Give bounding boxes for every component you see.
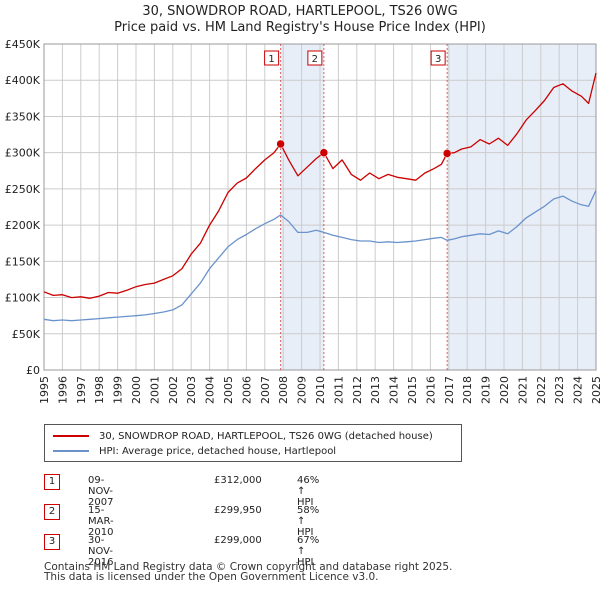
x-tick-label: 2023: [553, 376, 566, 404]
y-tick-label: £250K: [5, 183, 41, 196]
legend-item-property: 30, SNOWDROP ROAD, HARTLEPOOL, TS26 0WG …: [53, 429, 433, 443]
x-tick-label: 2010: [314, 376, 327, 404]
sale-price: £299,950: [214, 505, 262, 516]
y-tick-label: £50K: [12, 328, 41, 341]
x-tick-label: 2008: [277, 376, 290, 404]
x-tick-label: 2002: [167, 376, 180, 404]
x-tick-label: 2017: [443, 376, 456, 404]
sale-number-badge: 2: [44, 504, 60, 520]
x-tick-label: 1997: [75, 376, 88, 404]
legend-label-hpi: HPI: Average price, detached house, Hart…: [99, 445, 337, 457]
sale-hpi-change: 67% ↑ HPI: [297, 535, 320, 568]
x-tick-label: 2012: [351, 376, 364, 404]
sale-point: [442, 149, 452, 158]
sale-label-box: [264, 50, 280, 66]
x-tick-label: 2011: [332, 376, 345, 404]
footer: Contains HM Land Registry data © Crown c…: [44, 561, 453, 583]
sale-number-badge: 1: [44, 474, 60, 490]
x-tick-label: 2005: [222, 376, 235, 404]
y-tick-label: £200K: [5, 219, 41, 232]
x-tick-label: 2022: [535, 376, 548, 404]
sale-date: 15-MAR-2010: [88, 505, 114, 538]
sale-hpi-change: 58% ↑ HPI: [297, 505, 320, 538]
footer-copyright: Contains HM Land Registry data © Crown c…: [44, 561, 453, 573]
sale-label-box: [430, 50, 446, 66]
sale-price: £299,000: [214, 535, 262, 546]
sale-price: £312,000: [214, 475, 262, 486]
x-tick-label: 1998: [93, 376, 106, 404]
legend-item-hpi: HPI: Average price, detached house, Hart…: [53, 444, 336, 458]
legend: 30, SNOWDROP ROAD, HARTLEPOOL, TS26 0WG …: [44, 424, 462, 462]
x-tick-label: 2007: [259, 376, 272, 404]
series-line-hpi: [43, 190, 597, 322]
x-tick-label: 2009: [296, 376, 309, 404]
y-tick-label: £0: [26, 364, 40, 377]
plot-frame: [43, 43, 597, 371]
sale-label-text: 1: [268, 54, 274, 65]
shaded-period: [280, 44, 324, 370]
x-tick-label: 2021: [516, 376, 529, 404]
sale-label-box: [307, 50, 323, 66]
sale-hpi-change: 46% ↑ HPI: [297, 475, 320, 508]
legend-line-property: [53, 435, 89, 437]
x-tick-label: 2020: [498, 376, 511, 404]
price-chart: £0 £50K £100K £150K £200K £250K £300K £350K £400…: [5, 38, 600, 404]
sale-date: 09-NOV-2007: [88, 475, 114, 508]
chart-title-line2: Price paid vs. HM Land Registry's House …: [114, 20, 486, 35]
y-tick-label: £350K: [5, 110, 41, 123]
chart-title-line1: 30, SNOWDROP ROAD, HARTLEPOOL, TS26 0WG: [142, 4, 458, 19]
x-tick-label: 1999: [112, 376, 125, 404]
sale-date: 30-NOV-2016: [88, 535, 114, 568]
footer-licence: This data is licensed under the Open Gov…: [44, 571, 379, 583]
x-tick-label: 2013: [369, 376, 382, 404]
x-tick-label: 2016: [424, 376, 437, 404]
sale-point: [319, 148, 329, 157]
x-tick-label: 2006: [240, 376, 253, 404]
y-tick-label: £300K: [5, 147, 41, 160]
x-tick-label: 2014: [388, 376, 401, 404]
sale-point: [276, 139, 285, 149]
x-tick-label: 2000: [130, 376, 143, 404]
legend-label-property: 30, SNOWDROP ROAD, HARTLEPOOL, TS26 0WG …: [99, 430, 433, 442]
x-tick-label: 2004: [204, 376, 217, 404]
sale-label-text: 2: [312, 54, 318, 65]
x-tick-label: 2018: [461, 376, 474, 404]
x-tick-label: 2015: [406, 376, 419, 404]
x-tick-label: 1995: [38, 376, 51, 404]
x-tick-label: 2001: [148, 376, 161, 404]
x-tick-label: 2019: [480, 376, 493, 404]
y-tick-label: £400K: [5, 74, 41, 87]
x-tick-label: 2025: [590, 376, 600, 404]
legend-line-hpi: [53, 450, 89, 452]
x-tick-label: 2003: [185, 376, 198, 404]
shaded-period: [447, 44, 596, 370]
y-tick-label: £100K: [5, 292, 41, 305]
x-tick-label: 1996: [56, 376, 69, 404]
y-tick-label: £150K: [5, 255, 41, 268]
x-tick-label: 2024: [572, 376, 585, 404]
sale-number-badge: 3: [44, 534, 60, 550]
sale-label-text: 3: [435, 54, 441, 65]
y-tick-label: £450K: [5, 38, 41, 51]
